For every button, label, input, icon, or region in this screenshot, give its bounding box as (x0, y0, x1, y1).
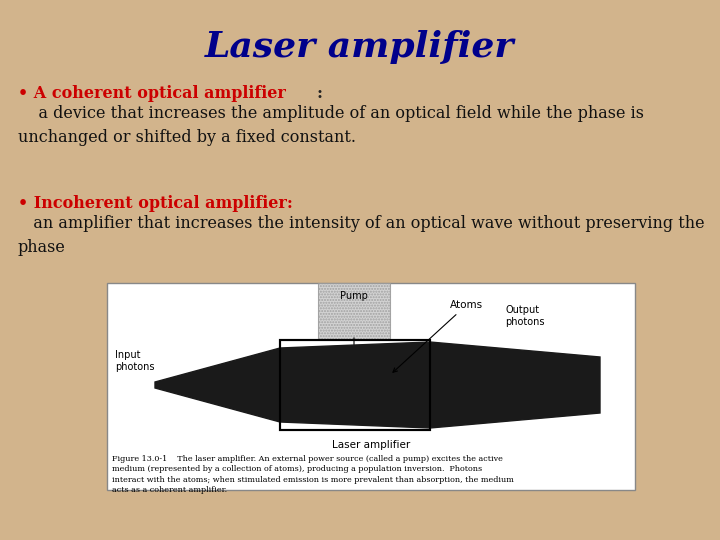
Text: • A coherent optical amplifier: • A coherent optical amplifier (18, 85, 292, 102)
Text: Atoms: Atoms (393, 300, 483, 372)
Bar (280, 340, 430, 430)
Text: Figure 13.0-1    The laser amplifier. An external power source (called a pump) e: Figure 13.0-1 The laser amplifier. An ex… (112, 455, 514, 494)
Text: a device that increases the amplitude of an optical field while the phase is
unc: a device that increases the amplitude of… (18, 105, 644, 145)
Text: • Incoherent optical amplifier:: • Incoherent optical amplifier: (18, 195, 293, 212)
Text: an amplifier that increases the intensity of an optical wave without preserving : an amplifier that increases the intensit… (18, 215, 705, 255)
Text: Output
photons: Output photons (505, 305, 544, 327)
Polygon shape (155, 342, 600, 428)
Bar (318, 283, 390, 370)
Bar (107, 283, 635, 490)
Bar (280, 340, 430, 430)
Text: Pump: Pump (340, 291, 368, 301)
Text: :: : (316, 85, 322, 102)
Text: Input
photons: Input photons (115, 350, 155, 372)
Text: Laser amplifier: Laser amplifier (205, 30, 515, 64)
Text: Laser amplifier: Laser amplifier (332, 440, 410, 450)
